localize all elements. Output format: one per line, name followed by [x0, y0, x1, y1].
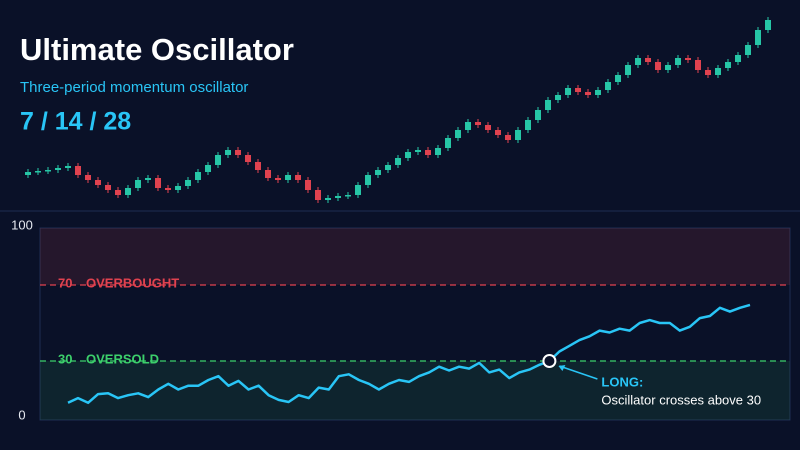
cross-marker — [542, 354, 557, 368]
candle-body — [215, 155, 221, 165]
candle-body — [435, 148, 441, 155]
candle-body — [555, 95, 561, 100]
candle-body — [745, 45, 751, 55]
candle-body — [75, 166, 81, 175]
candle-body — [675, 58, 681, 65]
candle-body — [325, 198, 331, 200]
annotation-title: LONG: — [601, 374, 643, 389]
candle-body — [265, 170, 271, 178]
candle-body — [605, 82, 611, 90]
candle-body — [235, 150, 241, 155]
candle-body — [585, 92, 591, 95]
candle-body — [525, 120, 531, 130]
oversold-zone — [40, 361, 790, 420]
candle-body — [735, 55, 741, 62]
candle-body — [195, 172, 201, 180]
candle-body — [575, 88, 581, 92]
candle-body — [35, 171, 41, 173]
candle-body — [635, 58, 641, 65]
level-label: OVERSOLD — [86, 351, 159, 366]
candle-body — [515, 130, 521, 140]
candle-body — [25, 172, 31, 175]
candle-body — [565, 88, 571, 95]
y-tick-label: 100 — [11, 217, 33, 232]
candle-body — [55, 168, 61, 170]
candle-body — [355, 185, 361, 195]
level-label: OVERBOUGHT — [86, 275, 179, 290]
candle-body — [765, 20, 771, 30]
candle-body — [175, 186, 181, 190]
candle-body — [125, 188, 131, 195]
candle-body — [405, 152, 411, 158]
candle-body — [645, 58, 651, 62]
candle-body — [445, 138, 451, 148]
candle-body — [385, 165, 391, 170]
candle-body — [395, 158, 401, 165]
candle-body — [425, 150, 431, 155]
candle-body — [155, 178, 161, 188]
candle-body — [475, 122, 481, 125]
candle-body — [685, 58, 691, 60]
candle-body — [415, 150, 421, 152]
candle-body — [705, 70, 711, 75]
level-value: 70 — [58, 275, 72, 290]
candle-body — [345, 195, 351, 197]
candle-body — [95, 180, 101, 185]
periods: 7 / 14 / 28 — [20, 108, 131, 136]
candle-body — [285, 175, 291, 180]
candle-body — [145, 178, 151, 180]
candle-body — [755, 30, 761, 45]
candle-body — [725, 62, 731, 68]
candle-body — [65, 166, 71, 168]
candle-body — [185, 180, 191, 186]
candle-body — [545, 100, 551, 110]
annotation-arrow — [559, 365, 598, 380]
candle-body — [665, 65, 671, 70]
candle-body — [115, 190, 121, 195]
candle-body — [335, 196, 341, 198]
candle-body — [295, 175, 301, 180]
candle-body — [615, 75, 621, 82]
candle-body — [205, 165, 211, 172]
candle-body — [255, 162, 261, 170]
candle-body — [495, 130, 501, 135]
candle-body — [365, 175, 371, 185]
candle-body — [85, 175, 91, 180]
candle-body — [715, 68, 721, 75]
candle-body — [225, 150, 231, 155]
subtitle: Three-period momentum oscillator — [20, 79, 248, 96]
y-tick-label: 0 — [18, 407, 25, 422]
annotation-text: Oscillator crosses above 30 — [601, 392, 761, 407]
overbought-zone — [40, 228, 790, 285]
candle-body — [315, 190, 321, 200]
candle-body — [275, 178, 281, 180]
title: Ultimate Oscillator — [20, 32, 294, 67]
annotation-arrowhead — [558, 365, 566, 371]
candle-body — [375, 170, 381, 175]
candle-body — [465, 122, 471, 130]
candle-body — [245, 155, 251, 162]
oscillator-panel — [39, 227, 791, 421]
candle-body — [105, 185, 111, 190]
candle-body — [695, 60, 701, 70]
candle-body — [535, 110, 541, 120]
candle-body — [165, 188, 171, 190]
candle-body — [135, 180, 141, 188]
candle-body — [655, 62, 661, 70]
level-value: 30 — [58, 351, 72, 366]
candle-body — [305, 180, 311, 190]
candle-body — [455, 130, 461, 138]
candle-body — [485, 125, 491, 130]
candle-body — [625, 65, 631, 75]
candle-body — [505, 135, 511, 140]
oscillator-line — [67, 303, 751, 405]
candle-body — [45, 170, 51, 172]
candle-body — [595, 90, 601, 95]
